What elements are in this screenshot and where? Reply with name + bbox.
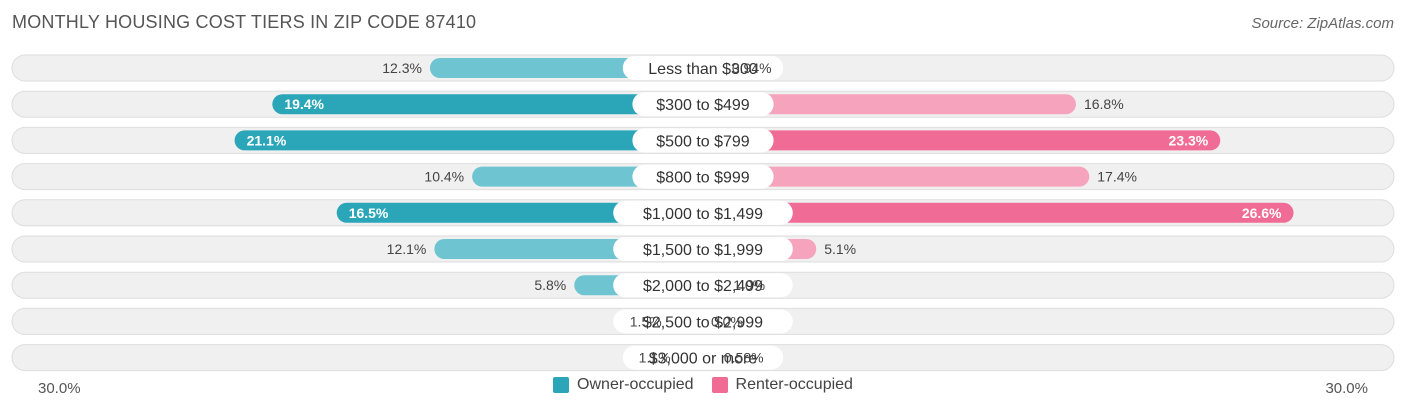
renter-value-label: 17.4% [1097,169,1137,185]
renter-value-label: 0.94% [732,60,772,76]
category-label-bg [613,309,793,334]
legend-item-owner: Owner-occupied [553,376,694,394]
owner-value-label: 21.1% [247,132,287,148]
owner-bar [234,130,703,151]
category-label-bg [632,164,774,189]
renter-value-label: 23.3% [1169,132,1209,148]
owner-value-label: 12.1% [387,241,427,257]
renter-value-label: 26.6% [1242,205,1282,221]
renter-bar [703,94,1076,115]
axis-left-label: 30.0% [38,380,81,397]
category-label-bg [613,200,793,225]
category-label: $800 to $999 [656,170,750,187]
legend-item-renter: Renter-occupied [711,376,853,394]
category-label-bg [622,56,784,80]
category-label: $2,500 to $2,999 [643,314,763,331]
category-label-bg [632,128,774,153]
owner-value-label: 1.1% [639,350,671,366]
category-label-bg [622,345,784,370]
category-label: $500 to $799 [656,133,750,150]
legend-owner-label: Owner-occupied [577,376,694,393]
renter-value-label: 0.58% [724,350,764,366]
category-label-bg [632,92,774,117]
owner-value-label: 19.4% [284,96,324,112]
owner-value-label: 5.8% [534,277,566,293]
renter-value-label: 1.0% [733,277,765,293]
category-label-bg [613,237,793,261]
owner-value-label: 1.5% [630,313,662,329]
renter-value-label: 5.1% [824,241,856,257]
category-label: $1,000 to $1,499 [643,206,763,223]
renter-bar [703,130,1221,151]
category-label: $2,000 to $2,499 [643,278,763,295]
owner-value-label: 12.3% [382,60,422,76]
owner-bar [336,202,703,223]
axis-right-label: 30.0% [1325,380,1368,397]
renter-bar [703,202,1294,223]
owner-value-label: 16.5% [349,205,389,221]
category-label: $3,000 or more [649,351,758,368]
category-label: $1,500 to $1,999 [643,242,763,259]
renter-bar [703,166,1090,187]
owner-bar [272,94,703,115]
chart-title: MONTHLY HOUSING COST TIERS IN ZIP CODE 8… [12,12,477,32]
renter-value-label: 0.0% [711,313,743,329]
owner-swatch [553,377,570,393]
category-label-bg [613,273,793,298]
legend-renter-label: Renter-occupied [735,376,853,393]
category-label: $300 to $499 [656,97,750,114]
category-label: Less than $300 [648,61,758,78]
renter-value-label: 16.8% [1084,96,1124,112]
owner-value-label: 10.4% [424,169,464,185]
renter-swatch [711,377,728,393]
source-note: Source: ZipAtlas.com [1251,15,1394,32]
legend: Owner-occupied Renter-occupied [0,376,1406,394]
